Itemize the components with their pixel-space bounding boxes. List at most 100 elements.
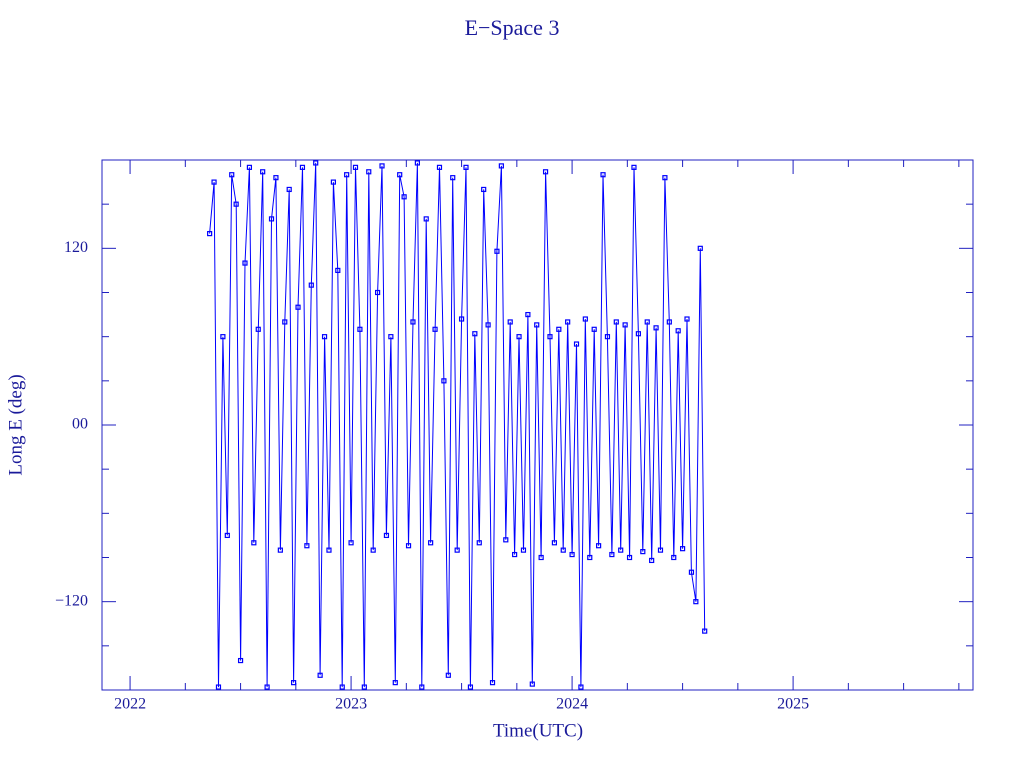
data-line <box>209 162 706 688</box>
data-point <box>534 322 540 328</box>
data-point <box>507 319 513 325</box>
data-point <box>215 684 222 690</box>
data-point <box>264 684 270 690</box>
data-point <box>467 684 474 690</box>
data-point <box>693 599 699 605</box>
x-tick-label: 2025 <box>777 696 809 713</box>
data-point <box>529 681 535 687</box>
data-point <box>207 231 213 237</box>
data-point <box>374 289 381 296</box>
x-tick-label: 2024 <box>556 696 588 713</box>
data-point <box>578 684 584 690</box>
data-point <box>392 680 398 686</box>
data-point <box>237 657 244 664</box>
data-point <box>472 331 478 337</box>
data-point <box>251 540 257 546</box>
data-point <box>308 282 314 288</box>
data-point <box>547 334 553 340</box>
data-point <box>423 216 429 222</box>
data-point <box>494 248 500 254</box>
data-point <box>295 304 301 310</box>
data-point <box>344 172 350 178</box>
data-point <box>414 160 420 166</box>
data-point <box>560 547 566 553</box>
data-point <box>591 326 597 332</box>
data-point <box>489 680 496 686</box>
data-point <box>542 169 549 175</box>
data-point <box>379 163 385 169</box>
data-point <box>330 179 336 185</box>
data-point <box>573 341 580 347</box>
data-point <box>224 532 230 539</box>
data-point <box>626 554 633 561</box>
chart-title: E−Space 3 <box>465 15 560 40</box>
data-point <box>520 547 527 553</box>
data-point <box>635 331 641 337</box>
data-point <box>653 325 659 331</box>
data-point <box>321 334 328 340</box>
data-point <box>476 540 482 546</box>
data-point <box>317 672 323 678</box>
data-point <box>282 319 288 325</box>
data-point <box>684 316 690 322</box>
data-point <box>445 672 451 678</box>
data-point <box>348 540 354 546</box>
data-point <box>569 551 575 558</box>
data-point <box>609 551 615 558</box>
data-point <box>304 543 310 549</box>
data-point <box>671 554 677 561</box>
data-point <box>441 378 447 384</box>
data-point <box>582 316 588 322</box>
data-point <box>397 172 403 178</box>
y-tick-label: 120 <box>64 239 88 256</box>
y-axis-label: Long E (deg) <box>5 374 26 475</box>
data-point <box>688 569 695 575</box>
data-point <box>604 334 611 340</box>
data-point <box>481 186 487 193</box>
data-point <box>618 547 624 553</box>
data-point <box>273 175 279 181</box>
data-point <box>503 537 509 543</box>
data-point <box>649 557 655 564</box>
y-tick-label: −120 <box>55 592 88 609</box>
data-point <box>326 547 332 553</box>
data-point <box>556 326 562 332</box>
data-point <box>242 260 248 266</box>
data-point <box>525 311 531 318</box>
data-point <box>587 554 593 561</box>
data-point <box>405 543 412 549</box>
data-point <box>436 164 443 170</box>
data-point <box>352 164 359 170</box>
data-point <box>313 160 319 166</box>
data-point <box>339 684 345 690</box>
x-tick-label: 2022 <box>114 696 146 713</box>
x-tick-label: 2023 <box>335 696 367 713</box>
data-point <box>450 175 456 181</box>
data-point <box>388 334 394 340</box>
data-point <box>613 319 619 325</box>
data-point <box>220 334 226 340</box>
data-point <box>432 326 438 332</box>
y-tick-label: 00 <box>72 416 88 433</box>
data-point <box>538 554 544 561</box>
data-point <box>361 684 367 690</box>
data-point <box>286 186 292 193</box>
data-point <box>600 172 606 178</box>
data-point <box>454 547 460 553</box>
data-point <box>640 549 646 555</box>
data-point <box>551 540 558 546</box>
data-point <box>702 628 708 634</box>
data-point <box>383 532 390 539</box>
x-axis-label: Time(UTC) <box>493 720 583 741</box>
data-point <box>211 179 217 185</box>
data-point <box>277 547 283 553</box>
data-point <box>565 319 571 325</box>
data-point <box>335 267 341 274</box>
data-point <box>512 551 518 558</box>
data-point <box>410 319 416 325</box>
data-point <box>596 543 602 549</box>
data-point <box>255 326 261 332</box>
data-point <box>644 319 650 325</box>
